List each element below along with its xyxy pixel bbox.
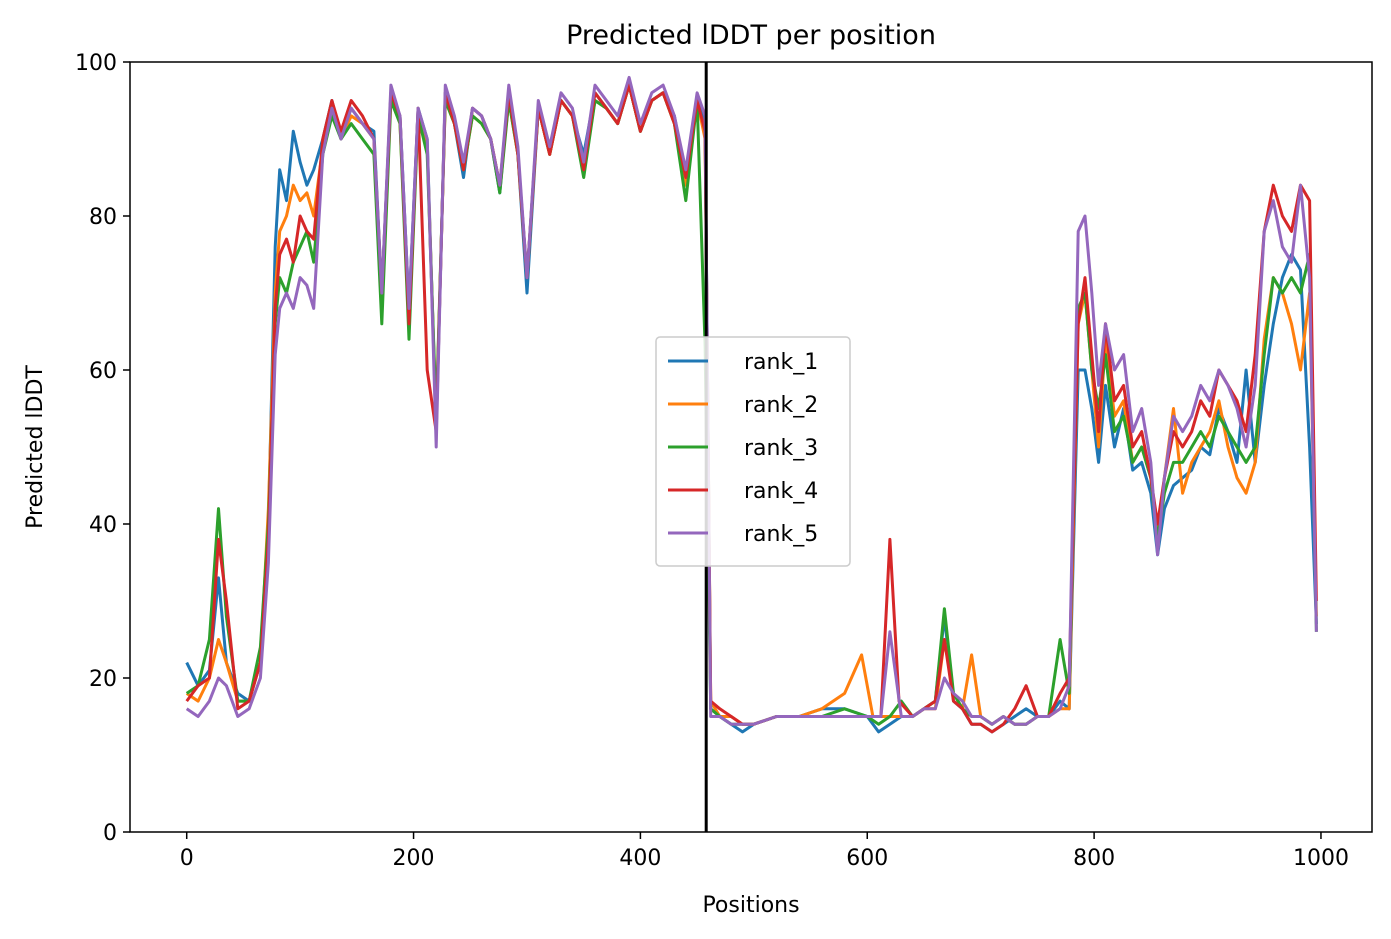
x-tick-label: 800: [1073, 846, 1115, 871]
x-tick-label: 0: [180, 846, 194, 871]
y-tick-label: 40: [89, 513, 117, 538]
x-tick-label: 200: [393, 846, 435, 871]
x-tick-label: 600: [846, 846, 888, 871]
y-tick-label: 20: [89, 667, 117, 692]
legend-label-rank_1: rank_1: [744, 350, 818, 375]
legend-box: [655, 336, 851, 567]
series-line-rank_5: [185, 75, 1318, 726]
y-tick-label: 80: [89, 205, 117, 230]
legend: rank_1 rank_2 rank_3 rank_4 rank_5: [655, 336, 851, 567]
y-tick-label: 60: [89, 359, 117, 384]
legend-label-rank_2: rank_2: [744, 393, 818, 418]
y-axis-ticks: 0 20 40 60 80 100: [75, 51, 130, 846]
legend-label-rank_5: rank_5: [744, 522, 818, 547]
x-tick-label: 400: [619, 846, 661, 871]
chart-title: Predicted lDDT per position: [566, 20, 936, 51]
y-axis-label: Predicted lDDT: [23, 365, 48, 529]
series-layer: [185, 75, 1318, 734]
plot-frame: [129, 61, 1373, 833]
y-tick-label: 0: [103, 821, 117, 846]
x-axis-label: Positions: [702, 893, 799, 918]
x-tick-label: 1000: [1293, 846, 1349, 871]
y-tick-label: 100: [75, 51, 117, 76]
legend-label-rank_3: rank_3: [744, 436, 818, 461]
legend-label-rank_4: rank_4: [744, 479, 818, 504]
x-axis-ticks: 0 200 400 600 800 1000: [180, 832, 1349, 871]
